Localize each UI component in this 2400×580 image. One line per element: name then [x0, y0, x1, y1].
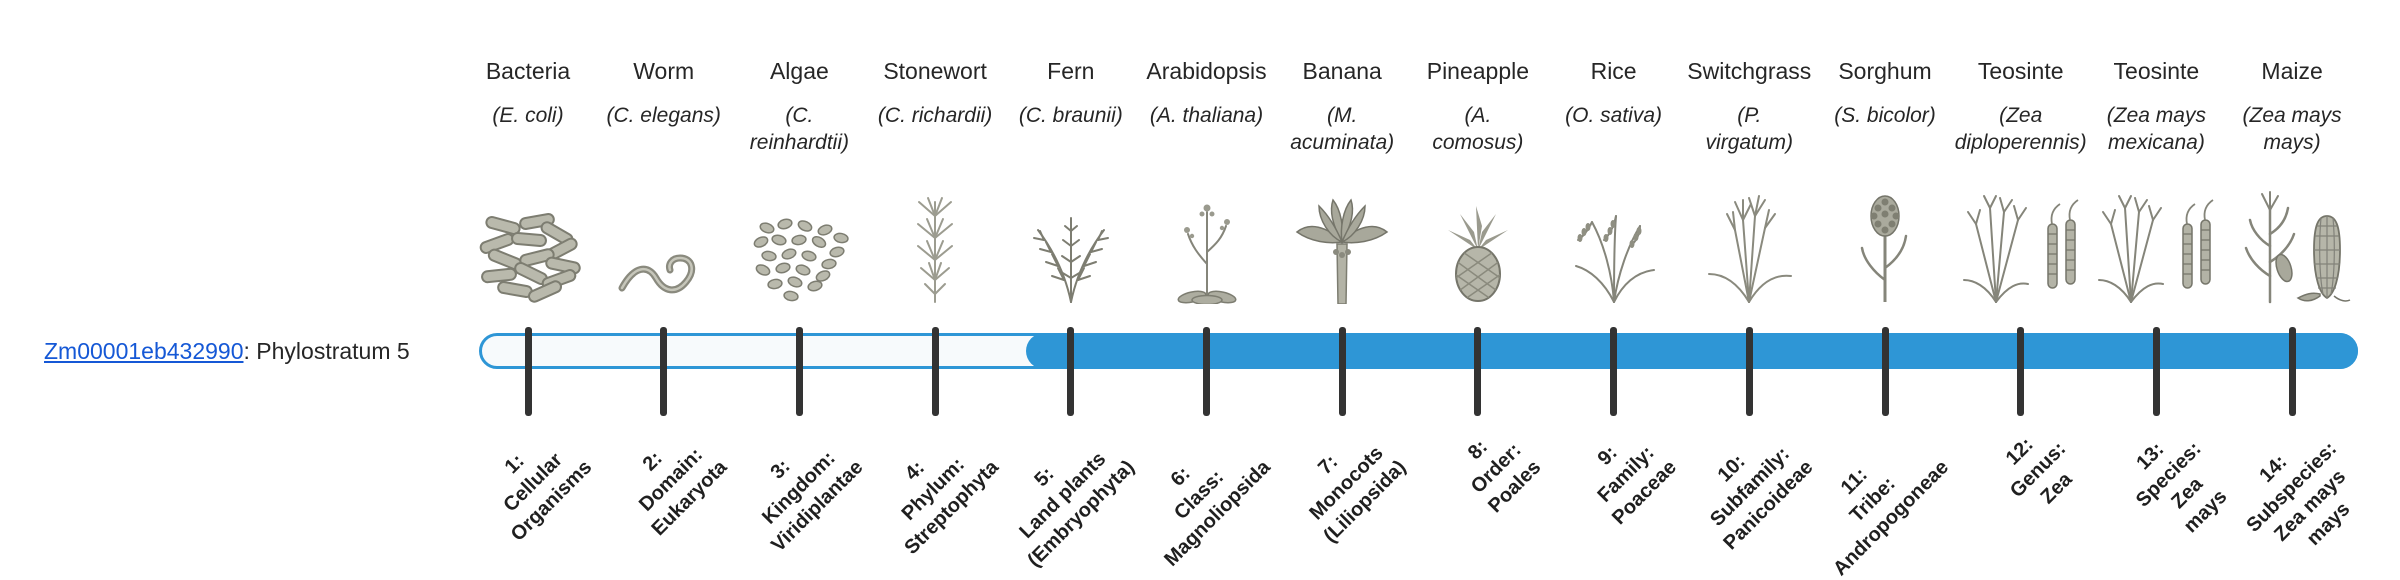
pineapple-icon [1388, 176, 1568, 304]
species-common-name: Bacteria [485, 58, 571, 84]
species-scientific-name: (P. virgatum) [1647, 102, 1851, 156]
species-scientific-name: (E. coli) [426, 102, 630, 129]
species-scientific-name-line: (M. [1327, 104, 1358, 127]
timeline-tick [1610, 327, 1618, 416]
species-scientific-name: (M. acuminata) [1240, 102, 1444, 156]
species-scientific-name: (C. braunii) [969, 102, 1173, 129]
species-scientific-name: (Zea mays mexicana) [2054, 102, 2258, 156]
species-scientific-name: (C. elegans) [562, 102, 766, 129]
species-scientific-name-line: acuminata) [1290, 131, 1395, 154]
species-scientific-name-line: (C. richardii) [877, 104, 993, 127]
species-scientific-name: (C. richardii) [833, 102, 1037, 129]
teosinte-icon [1931, 176, 2111, 304]
species-common-name: Maize [2261, 58, 2323, 84]
sorghum-icon [1795, 176, 1975, 304]
teosinte-icon [2066, 176, 2246, 304]
species-common-name: Stonewort [883, 58, 987, 84]
stratum-column-13: Teosinte (Zea mays mexicana) 13: Species: Zea… [2066, 0, 2246, 580]
species-scientific-name: (O. sativa) [1512, 102, 1716, 129]
stratum-label: 14: Subspecies: Zea mays mays [2223, 418, 2380, 575]
species-scientific-name-line: reinhardtii) [749, 131, 849, 154]
stratum-column-3: Algae (C. reinhardtii) 3: Kingdom: Viridiplan… [709, 0, 889, 580]
species-scientific-name-line: (Zea [1999, 104, 2043, 127]
species-common-name: Arabidopsis [1146, 58, 1267, 84]
stratum-column-12: Teosinte (Zea diploperennis) 12: Genus: Zea [1931, 0, 2111, 580]
stonewort-icon [845, 176, 1025, 304]
species-scientific-name-line: (Zea mays [2242, 104, 2342, 127]
species-common-name: Worm [633, 58, 695, 84]
fern-icon [981, 176, 1161, 304]
species-common-name: Fern [1047, 58, 1095, 84]
species-scientific-name-line: (C. elegans) [606, 104, 721, 127]
timeline-tick [2017, 327, 2025, 416]
gene-label: Zm00001eb432990: Phylostratum 5 [44, 338, 410, 365]
stratum-column-11: Sorghum (S. bicolor) 11: Tribe: Andropogonea… [1795, 0, 1975, 580]
banana-icon [1252, 176, 1432, 304]
bacteria-icon [438, 176, 618, 304]
timeline-tick [1338, 327, 1346, 416]
phylostratum-text: : Phylostratum 5 [243, 338, 410, 364]
stratum-column-10: Switchgrass (P. virgatum) 10: Subfamily: Pani… [1659, 0, 1839, 580]
stratum-label: 11: Tribe: Andropogoneae [1791, 418, 1955, 580]
species-scientific-name-line: (S. bicolor) [1834, 104, 1936, 127]
algae-icon [709, 176, 889, 304]
stratum-column-5: Fern (C. braunii) 5: Land plants (Embryophyt… [981, 0, 1161, 580]
species-scientific-name-line: (P. [1737, 104, 1762, 127]
worm-icon [574, 176, 754, 304]
species-scientific-name-line: mays) [2263, 131, 2321, 154]
rice-icon [1524, 176, 1704, 304]
species-common-name: Banana [1302, 58, 1382, 84]
timeline-tick [1881, 327, 1889, 416]
species-scientific-name-line: diploperennis) [1954, 131, 2087, 154]
species-common-name: Teosinte [2113, 58, 2200, 84]
stratum-column-9: Rice (O. sativa) 9: Family: Poaceae [1524, 0, 1704, 580]
species-scientific-name-line: (O. sativa) [1565, 104, 1663, 127]
species-common-name: Pineapple [1426, 58, 1530, 84]
species-scientific-name: (Zea mays mays) [2190, 102, 2394, 156]
species-scientific-name: (S. bicolor) [1783, 102, 1987, 129]
species-scientific-name-line: (Zea mays [2106, 104, 2206, 127]
arabidopsis-icon [1117, 176, 1297, 304]
timeline-tick [524, 327, 532, 416]
stratum-column-4: Stonewort (C. richardii) 4: Phylum: Streptop… [845, 0, 1025, 580]
switchgrass-icon [1659, 176, 1839, 304]
stratum-column-8: Pineapple (A. comosus) 8: Order: Poales [1388, 0, 1568, 580]
stratum-column-14: Maize (Zea mays mays) 14: Subspecies: Zea may… [2202, 0, 2382, 580]
species-scientific-name-line: (E. coli) [492, 104, 564, 127]
timeline-tick [1474, 327, 1482, 416]
timeline-tick [1203, 327, 1210, 416]
timeline-fill [1026, 333, 2358, 369]
timeline-tick [931, 327, 939, 416]
stratum-column-1: Bacteria (E. coli) 1: Cellular Organisms [438, 0, 618, 580]
species-common-name: Algae [769, 58, 829, 84]
timeline-tick [1067, 327, 1075, 416]
species-scientific-name-line: (A. [1464, 104, 1492, 127]
gene-id-link[interactable]: Zm00001eb432990 [44, 338, 244, 364]
timeline-tick [2152, 327, 2160, 416]
species-scientific-name-line: (C. [785, 104, 814, 127]
species-scientific-name: (A. thaliana) [1105, 102, 1309, 129]
species-scientific-name-line: (C. braunii) [1018, 104, 1123, 127]
species-common-name: Rice [1590, 58, 1637, 84]
timeline-tick [660, 327, 668, 416]
species-scientific-name-line: mexicana) [2107, 131, 2205, 154]
species-common-name: Sorghum [1838, 58, 1932, 84]
stratum-column-2: Worm (C. elegans) 2: Domain: Eukaryota [574, 0, 754, 580]
maize-icon [2202, 176, 2382, 304]
stratum-column-7: Banana (M. acuminata) 7: Monocots (Liliopsida… [1252, 0, 1432, 580]
species-common-name: Teosinte [1977, 58, 2064, 84]
species-scientific-name-line: virgatum) [1705, 131, 1794, 154]
species-scientific-name: (Zea diploperennis) [1919, 102, 2123, 156]
timeline-tick [795, 327, 803, 416]
species-common-name: Switchgrass [1687, 58, 1812, 84]
species-scientific-name: (A. comosus) [1376, 102, 1580, 156]
species-scientific-name-line: comosus) [1432, 131, 1524, 154]
timeline-tick [1745, 327, 1753, 416]
timeline-tick [2288, 327, 2296, 416]
species-scientific-name: (C. reinhardtii) [697, 102, 901, 156]
stratum-column-6: Arabidopsis (A. thaliana) 6: Class: Magnolio… [1117, 0, 1297, 580]
species-scientific-name-line: (A. thaliana) [1149, 104, 1264, 127]
